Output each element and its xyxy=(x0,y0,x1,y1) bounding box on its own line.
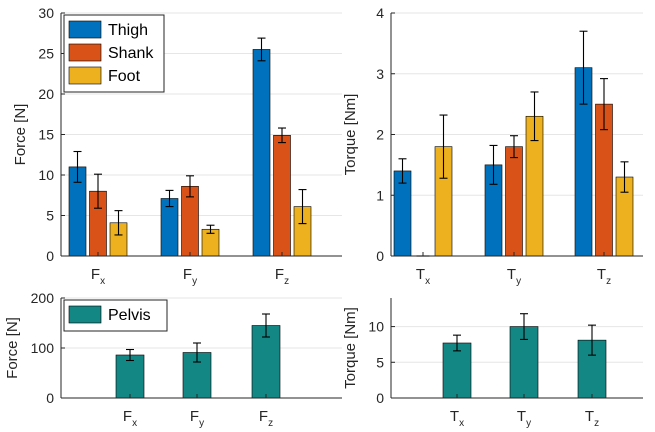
x-tick-label: Tz xyxy=(585,408,599,429)
x-tick-label: Ty xyxy=(517,408,531,429)
x-tick-label: Fz xyxy=(259,408,273,429)
y-tick-label: 10 xyxy=(38,167,54,183)
y-axis-label: Torque [Nm] xyxy=(342,307,359,389)
x-tick-label: Fx xyxy=(123,408,137,429)
legend-label: Pelvis xyxy=(108,307,151,324)
legend-swatch xyxy=(68,66,102,85)
bar xyxy=(115,354,145,399)
x-tick-label: Fy xyxy=(183,266,197,287)
legend-label: Foot xyxy=(108,68,141,85)
legend-swatch xyxy=(68,20,102,39)
y-tick-label: 2 xyxy=(376,127,384,143)
y-tick-label: 15 xyxy=(38,127,54,143)
bar xyxy=(505,146,523,257)
y-tick-label: 0 xyxy=(376,390,384,406)
legend-box xyxy=(63,299,168,332)
y-tick-label: 200 xyxy=(31,290,55,306)
legend-swatch xyxy=(68,43,102,62)
bar xyxy=(251,325,281,399)
y-tick-label: 0 xyxy=(376,248,384,264)
torque-chart-legs: 0 1 2 3 4 Tx Ty Tz Torque [Nm] xyxy=(342,5,643,287)
legend-label: Shank xyxy=(108,45,154,62)
y-tick-label: 10 xyxy=(368,319,384,335)
y-tick-label: 1 xyxy=(376,187,384,203)
y-axis-label: Force [N] xyxy=(4,317,21,379)
y-tick-label: 5 xyxy=(46,208,54,224)
y-tick-label: 4 xyxy=(376,5,384,21)
y-tick-label: 20 xyxy=(38,86,54,102)
y-tick-label: 25 xyxy=(38,46,54,62)
force-chart-legs: 0 5 10 15 20 25 30 Fx Fy Fz Force [N] Thigh Shank Foo… xyxy=(12,5,342,287)
y-tick-label: 0 xyxy=(46,390,54,406)
bar xyxy=(252,49,271,257)
y-axis-label: Force [N] xyxy=(12,104,29,166)
x-tick-label: Fy xyxy=(190,408,204,429)
x-tick-label: Tx xyxy=(416,266,430,287)
x-tick-label: Tx xyxy=(450,408,464,429)
y-tick-label: 5 xyxy=(376,354,384,370)
torque-chart-pelvis: 0 5 10 Tx Ty Tz Torque [Nm] xyxy=(342,298,643,429)
x-tick-label: Ty xyxy=(507,266,521,287)
force-chart-pelvis: 0 100 200 Fx Fy Fz Force [N] Pelvis xyxy=(4,290,342,429)
bar xyxy=(393,170,412,257)
x-tick-label: Tz xyxy=(597,266,611,287)
x-tick-label: Fz xyxy=(275,266,289,287)
bar xyxy=(273,135,291,257)
y-tick-label: 100 xyxy=(31,340,55,356)
y-tick-label: 30 xyxy=(38,5,54,21)
y-axis-label: Torque [Nm] xyxy=(342,94,359,176)
legend-swatch xyxy=(68,305,102,324)
y-tick-label: 3 xyxy=(376,66,384,82)
legend-label: Thigh xyxy=(108,22,148,39)
x-tick-label: Fx xyxy=(91,266,105,287)
y-tick-label: 0 xyxy=(46,248,54,264)
